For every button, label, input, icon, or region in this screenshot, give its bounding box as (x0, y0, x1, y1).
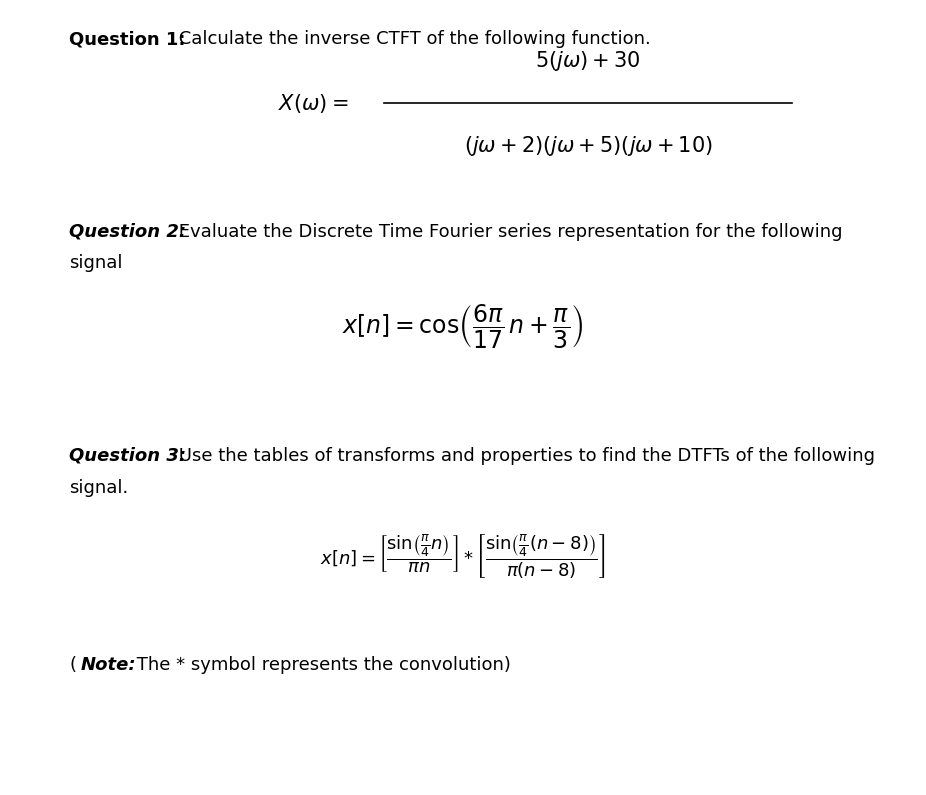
Text: Use the tables of transforms and properties to find the DTFTs of the following: Use the tables of transforms and propert… (173, 447, 875, 465)
Text: (: ( (69, 656, 77, 674)
Text: The * symbol represents the convolution): The * symbol represents the convolution) (131, 656, 510, 674)
Text: Question 2:: Question 2: (69, 223, 186, 241)
Text: signal.: signal. (69, 479, 129, 497)
Text: Question 3:: Question 3: (69, 447, 186, 465)
Text: $X(\omega) =$: $X(\omega) =$ (278, 92, 348, 114)
Text: $x\left[n\right] = \cos\!\left(\dfrac{6\pi}{17}\,n + \dfrac{\pi}{3}\right)$: $x\left[n\right] = \cos\!\left(\dfrac{6\… (342, 302, 584, 350)
Text: $(j\omega + 2)(j\omega + 5)(j\omega + 10)$: $(j\omega + 2)(j\omega + 5)(j\omega + 10… (464, 134, 712, 157)
Text: Evaluate the Discrete Time Fourier series representation for the following: Evaluate the Discrete Time Fourier serie… (173, 223, 843, 241)
Text: Question 1:: Question 1: (69, 30, 186, 48)
Text: Calculate the inverse CTFT of the following function.: Calculate the inverse CTFT of the follow… (173, 30, 651, 48)
Text: Note:: Note: (81, 656, 136, 674)
Text: $5(j\omega) + 30$: $5(j\omega) + 30$ (535, 49, 641, 73)
Text: $x\left[n\right] = \left[\dfrac{\sin\!\left(\frac{\pi}{4}n\right)}{\pi n}\right]: $x\left[n\right] = \left[\dfrac{\sin\!\l… (320, 533, 606, 580)
Text: signal: signal (69, 254, 123, 273)
